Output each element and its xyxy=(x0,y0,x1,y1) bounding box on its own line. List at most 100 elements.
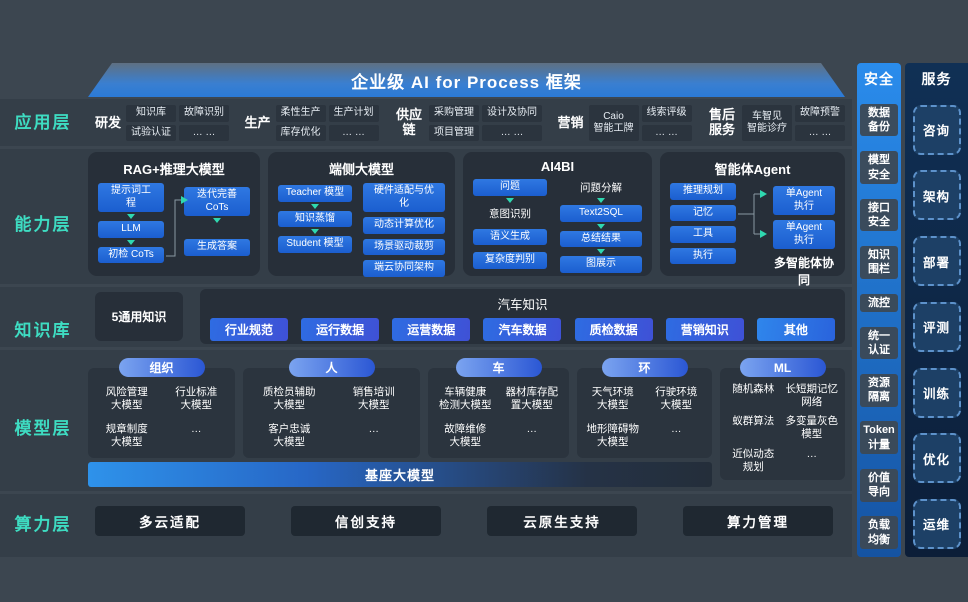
security-chip: 知识 围栏 xyxy=(860,246,898,279)
down-arrow-icon xyxy=(597,223,605,229)
app-chip: 知识库 xyxy=(126,105,177,122)
app-chip: … … xyxy=(179,124,230,141)
service-column: 服务 咨询 架构 部署 评测 训练 优化 运维 xyxy=(905,63,968,557)
down-arrow-icon xyxy=(506,197,514,203)
knowledge-chip: 汽车数据 xyxy=(483,318,562,341)
down-arrow-icon xyxy=(597,198,605,203)
layer-label-knowledge: 知识库 xyxy=(14,321,72,340)
compute-chip: 云原生支持 xyxy=(487,506,637,536)
flow-chip: 知识蒸馏 xyxy=(278,210,352,227)
app-chip: 柔性生产 xyxy=(275,105,326,122)
flow-label: 意图识别 xyxy=(489,207,531,220)
service-chip: 优化 xyxy=(912,433,961,484)
flow-chip: 问题 xyxy=(473,179,547,196)
flow-chip: 场景驱动裁剪 xyxy=(363,238,445,255)
app-group-label: 研发 xyxy=(95,114,122,130)
flow-chip: 端云协同架构 xyxy=(363,260,445,277)
model-group-vehicle: 车 车辆健康 检测大模型 器材库存配 置大模型 故障维修 大模型 … xyxy=(428,358,569,458)
down-arrow-icon xyxy=(311,229,319,234)
model-group-organization: 组织 风险管理 大模型 行业标准 大模型 规章制度 大模型 … xyxy=(88,358,235,458)
flow-chip: 提示词工 程 xyxy=(98,183,164,212)
down-arrow-icon xyxy=(127,214,135,219)
model-item: 风险管理 大模型 xyxy=(105,385,148,411)
cap-box-rag: RAG+推理大模型 提示词工 程 LLM 初检 CoTs 迭代完善 CoTs 生… xyxy=(88,152,260,276)
security-chip: 统一 认证 xyxy=(860,326,898,360)
service-chip: 运维 xyxy=(912,498,961,549)
app-chip: 设计及协同 xyxy=(482,105,542,122)
flow-chip: 记忆 xyxy=(670,204,736,221)
app-chip: 试验认证 xyxy=(126,124,177,141)
security-chip: 负载 均衡 xyxy=(860,516,898,549)
layer-label-compute: 算力层 xyxy=(14,515,72,534)
flow-chip: 单Agent 执行 xyxy=(773,220,835,249)
flow-chip: Student 模型 xyxy=(278,236,352,253)
flow-chip: 初检 CoTs xyxy=(98,246,164,263)
model-group-ml: ML 随机森林 长短期记忆 网络 蚁群算法 多变量灰色 模型 近似动态 规划 … xyxy=(720,358,845,480)
compute-chip: 算力管理 xyxy=(683,506,833,536)
service-chip: 咨询 xyxy=(912,104,961,155)
security-chip: 价值 导向 xyxy=(860,468,898,502)
model-item: 车辆健康 检测大模型 xyxy=(439,385,492,411)
cap-box-title: RAG+推理大模型 xyxy=(123,162,225,177)
model-item: … xyxy=(368,423,380,436)
compute-chip: 信创支持 xyxy=(291,506,441,536)
app-chip: 库存优化 xyxy=(275,124,326,141)
cap-box-title: 智能体Agent xyxy=(714,162,791,177)
app-group-after-sales: 售后服务 车智见 智能诊疗 故障预警 … … xyxy=(707,105,845,141)
model-item: 蚁群算法 xyxy=(732,415,775,428)
model-group-people: 人 质检员辅助 大模型 销售培训 大模型 客户忠诚 大模型 … xyxy=(243,358,420,458)
model-item: … xyxy=(191,423,202,436)
flow-label: 问题分解 xyxy=(580,182,622,194)
flow-chip: LLM xyxy=(98,221,164,238)
knowledge-chip: 运行数据 xyxy=(301,318,380,341)
knowledge-chip: 运营数据 xyxy=(392,318,471,341)
knowledge-auto-title: 汽车知识 xyxy=(497,298,548,312)
app-chip: 故障识别 xyxy=(179,105,230,122)
model-item: 故障维修 大模型 xyxy=(444,423,487,449)
app-group-supply-chain: 供应链 采购管理 设计及协同 项目管理 … … xyxy=(394,105,542,141)
app-group-production: 生产 柔性生产 生产计划 库存优化 … … xyxy=(245,105,379,141)
app-chip: 故障预警 xyxy=(794,105,845,122)
app-group-label: 供应链 xyxy=(395,107,422,137)
model-item: 质检员辅助 大模型 xyxy=(263,385,316,411)
cap-box-title: AI4BI xyxy=(540,159,575,174)
knowledge-chip: 营销知识 xyxy=(665,318,744,341)
compute-chip: 多云适配 xyxy=(95,506,245,536)
security-chip: Token 计量 xyxy=(860,421,898,455)
model-pill: ML xyxy=(739,358,826,377)
flow-chip: 语义生成 xyxy=(473,228,547,245)
service-chip: 架构 xyxy=(912,170,961,221)
model-item: 长短期记忆 网络 xyxy=(785,383,839,409)
foundation-model-bar: 基座大模型 xyxy=(88,462,712,487)
application-layer-row: 研发 知识库 故障识别 试验认证 … … 生产 柔性生产 生产计划 库存优化 …… xyxy=(95,100,845,146)
cap-box-agent: 智能体Agent 推理规划 记忆 工具 执行 单Agent 执行 单Agent … xyxy=(660,152,845,287)
flow-chip: 图展示 xyxy=(560,256,642,273)
security-title: 安全 xyxy=(864,71,894,87)
banner-title: 企业级 AI for Process 框架 xyxy=(351,72,582,92)
model-item: 天气环境 大模型 xyxy=(591,385,634,411)
flow-chip: 单Agent 执行 xyxy=(773,186,835,215)
model-group-environment: 环 天气环境 大模型 行驶环境 大模型 地形障碍物 大模型 … xyxy=(577,358,712,458)
down-arrow-icon xyxy=(213,218,221,223)
flow-chip: 执行 xyxy=(670,247,736,264)
down-arrow-icon xyxy=(127,239,135,245)
service-chip: 训练 xyxy=(912,367,961,418)
app-chip: 线索评级 xyxy=(641,105,692,122)
model-item: 行驶环境 大模型 xyxy=(655,385,698,411)
flow-chip: Text2SQL xyxy=(560,205,642,222)
app-group-label: 售后服务 xyxy=(708,107,735,137)
model-item: … xyxy=(671,423,682,436)
flow-chip: 硬件适配与优 化 xyxy=(363,183,445,212)
flow-chip: 生成答案 xyxy=(184,239,250,256)
security-chip: 资源 隔离 xyxy=(860,374,898,407)
model-pill: 环 xyxy=(601,358,688,377)
security-chip: 模型 安全 xyxy=(860,151,898,184)
model-item: 地形障碍物 大模型 xyxy=(586,423,640,449)
model-item: 规章制度 大模型 xyxy=(105,423,148,449)
app-chip: 生产计划 xyxy=(328,105,379,122)
model-item: 行业标准 大模型 xyxy=(175,385,218,411)
flow-chip: 总结结果 xyxy=(560,230,642,247)
layer-label-capability: 能力层 xyxy=(14,215,72,234)
knowledge-general-box: 5通用知识 xyxy=(95,292,183,341)
